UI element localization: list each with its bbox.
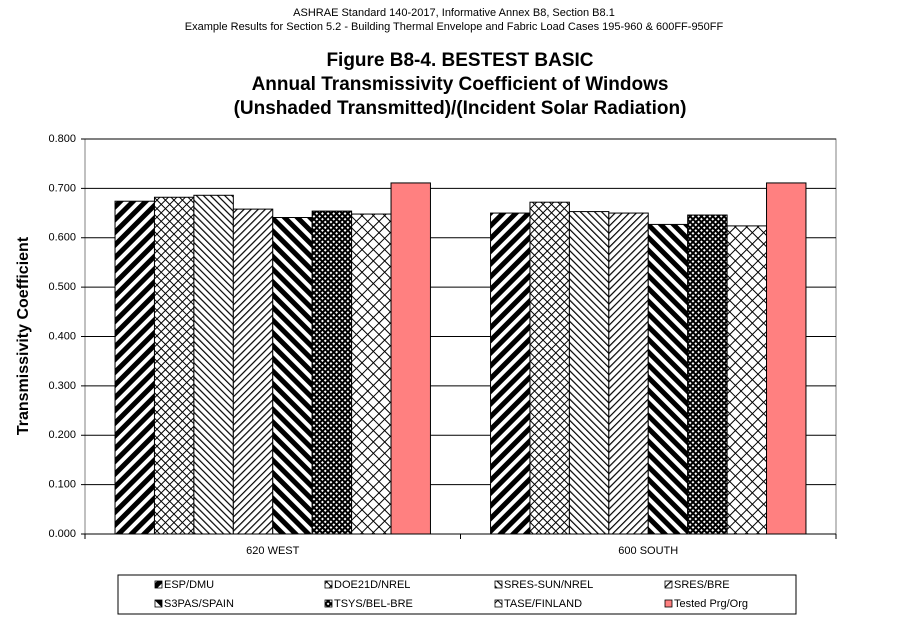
legend-swatch bbox=[664, 599, 673, 608]
legend-label: S3PAS/SPAIN bbox=[164, 598, 234, 610]
bar bbox=[232, 208, 274, 535]
bar bbox=[311, 210, 353, 535]
bar bbox=[766, 182, 807, 535]
y-tick-label: 0.400 bbox=[48, 330, 76, 342]
bar bbox=[490, 212, 531, 535]
bar bbox=[568, 211, 610, 535]
bar bbox=[193, 194, 234, 535]
bar bbox=[687, 214, 728, 535]
y-tick-label: 0.700 bbox=[48, 182, 76, 194]
legend-label: SRES/BRE bbox=[674, 579, 730, 591]
bar bbox=[272, 217, 313, 535]
bar bbox=[153, 196, 195, 535]
legend-swatch bbox=[494, 580, 503, 589]
legend-swatch bbox=[664, 580, 673, 589]
bar bbox=[726, 225, 768, 535]
legend-label: DOE21D/NREL bbox=[334, 579, 410, 591]
legend-label: ESP/DMU bbox=[164, 579, 214, 591]
legend-box bbox=[117, 574, 797, 615]
chart-title: Figure B8-4. BESTEST BASIC bbox=[326, 50, 593, 71]
legend-label: TASE/FINLAND bbox=[504, 598, 582, 610]
chart-title: Annual Transmissivity Coefficient of Win… bbox=[252, 74, 669, 95]
y-tick-label: 0.100 bbox=[48, 479, 76, 491]
legend-label: SRES-SUN/NREL bbox=[504, 579, 593, 591]
bar bbox=[114, 200, 155, 535]
y-tick-label: 0.500 bbox=[48, 281, 76, 293]
y-tick-label: 0.800 bbox=[48, 133, 76, 145]
bar bbox=[647, 223, 689, 535]
legend-swatch bbox=[154, 599, 163, 608]
y-tick-label: 0.000 bbox=[48, 528, 76, 540]
legend-label: Tested Prg/Org bbox=[674, 598, 748, 610]
header-line: ASHRAE Standard 140-2017, Informative An… bbox=[293, 7, 615, 19]
bar bbox=[608, 212, 649, 535]
y-tick-label: 0.200 bbox=[48, 429, 76, 441]
legend-swatch bbox=[324, 580, 333, 589]
chart-title: (Unshaded Transmitted)/(Incident Solar R… bbox=[234, 98, 687, 119]
bar bbox=[529, 201, 570, 535]
bar bbox=[351, 213, 392, 535]
x-tick-label: 620 WEST bbox=[246, 545, 299, 557]
y-axis-label: Transmissivity Coefficient bbox=[15, 236, 32, 435]
y-tick-label: 0.300 bbox=[48, 380, 76, 392]
legend-swatch bbox=[324, 599, 333, 608]
legend-swatch bbox=[154, 580, 163, 589]
header-line: Example Results for Section 5.2 - Buildi… bbox=[185, 21, 724, 33]
y-tick-label: 0.600 bbox=[48, 232, 76, 244]
legend-swatch bbox=[494, 599, 503, 608]
legend-label: TSYS/BEL-BRE bbox=[334, 598, 413, 610]
bar bbox=[390, 182, 431, 535]
x-tick-label: 600 SOUTH bbox=[618, 545, 678, 557]
